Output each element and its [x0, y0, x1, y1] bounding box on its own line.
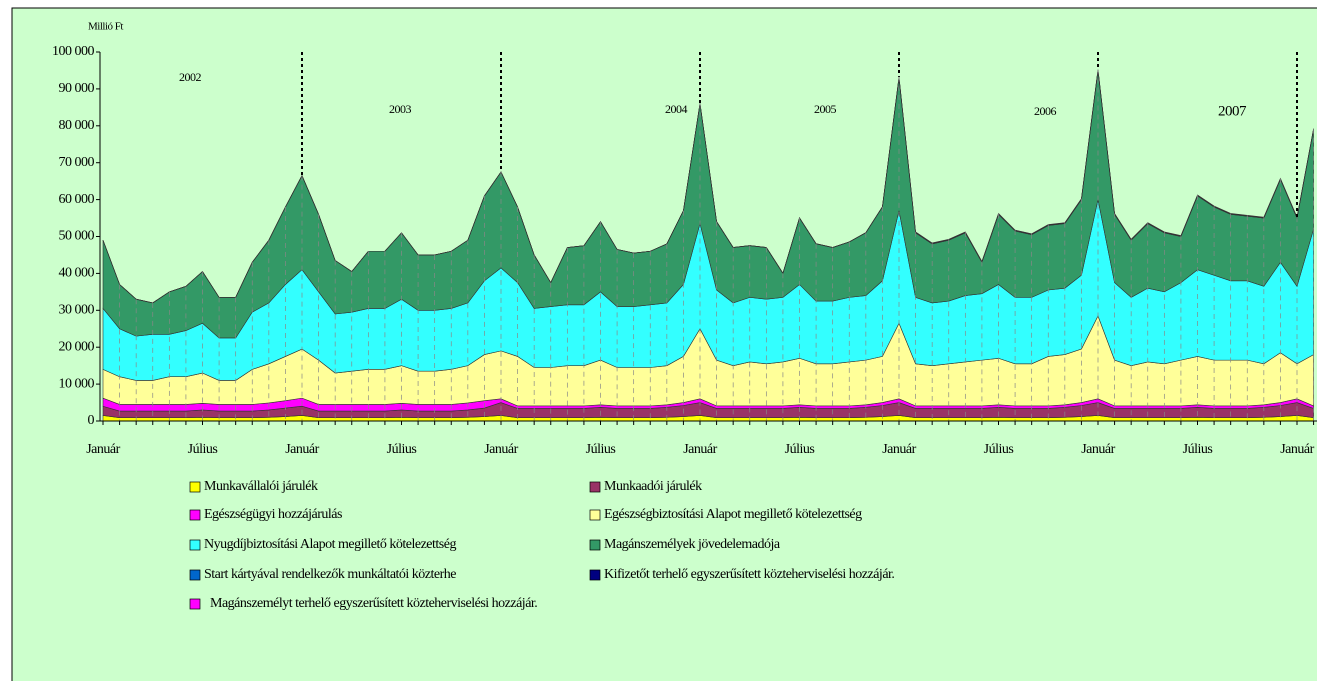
x-tick-label: Január	[86, 442, 120, 457]
y-tick-label: 30 000	[59, 303, 95, 318]
legend-label: Kifizetőt terhelő egyszerűsített köztehe…	[604, 567, 894, 582]
year-label: 2007	[1218, 103, 1247, 119]
x-tick-label: Január	[484, 442, 518, 457]
year-label: 2004	[665, 102, 688, 116]
x-tick-label: Július	[387, 442, 417, 457]
legend-swatch	[189, 539, 201, 551]
legend-label: Egészségbiztosítási Alapot megillető köt…	[604, 507, 862, 522]
y-tick-label: 70 000	[59, 155, 95, 170]
legend-swatch	[189, 509, 201, 521]
x-tick-label: Július	[586, 442, 616, 457]
legend-swatch	[589, 509, 601, 521]
legend-swatch	[589, 569, 601, 581]
legend-swatch	[189, 598, 201, 610]
x-tick-label: Január	[285, 442, 319, 457]
year-label: 2005	[814, 102, 837, 116]
y-tick-label: 50 000	[59, 229, 95, 244]
legend-label: Nyugdíjbiztosítási Alapot megillető köte…	[204, 537, 456, 552]
y-tick-label: 20 000	[59, 339, 95, 354]
legend-label: Magánszemélyek jövedelemadója	[604, 537, 781, 552]
x-tick-label: Július	[1183, 442, 1213, 457]
y-unit: Millió Ft	[88, 21, 123, 33]
legend-label: Start kártyával rendelkezők munkáltatói …	[204, 567, 456, 582]
x-tick-label: Július	[188, 442, 218, 457]
year-label: 2006	[1034, 104, 1057, 118]
x-tick-label: Július	[984, 442, 1014, 457]
legend-swatch	[589, 539, 601, 551]
legend-label: Egészségügyi hozzájárulás	[204, 507, 342, 522]
plot-area	[102, 52, 1314, 422]
legend-swatch	[189, 569, 201, 581]
y-tick-label: 40 000	[59, 266, 95, 281]
y-tick-label: 100 000	[52, 44, 95, 59]
year-label: 2003	[389, 102, 412, 116]
legend-swatch	[189, 481, 201, 493]
y-tick-label: 10 000	[59, 376, 95, 391]
legend-label: Munkaadói járulék	[604, 479, 702, 494]
x-tick-label: Január	[1081, 442, 1115, 457]
y-tick-label: 60 000	[59, 192, 95, 207]
legend-label: Munkavállalói járulék	[204, 479, 318, 494]
x-tick-label: Január	[1280, 442, 1314, 457]
x-tick-label: Január	[882, 442, 916, 457]
legend-swatch	[589, 481, 601, 493]
y-tick-label: 0	[88, 413, 95, 428]
x-tick-label: Július	[785, 442, 815, 457]
y-tick-label: 90 000	[59, 81, 95, 96]
year-label: 2002	[179, 70, 202, 84]
y-tick-label: 80 000	[59, 118, 95, 133]
legend-label: Magánszemélyt terhelő egyszerűsített köz…	[210, 596, 537, 611]
x-tick-label: Január	[683, 442, 717, 457]
